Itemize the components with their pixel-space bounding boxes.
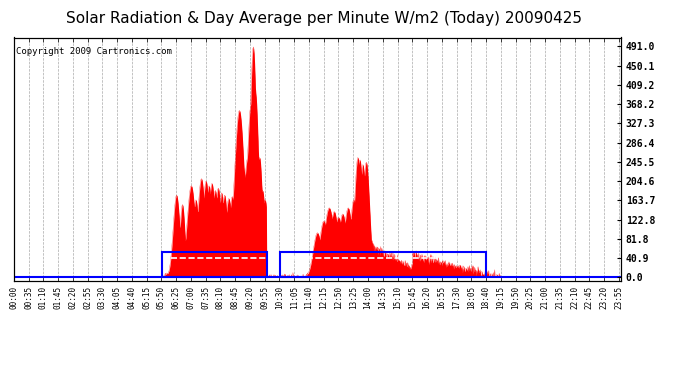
Text: Copyright 2009 Cartronics.com: Copyright 2009 Cartronics.com [16,47,172,56]
Bar [280,252,486,278]
Text: Solar Radiation & Day Average per Minute W/m2 (Today) 20090425: Solar Radiation & Day Average per Minute… [66,11,582,26]
Bar [162,252,267,278]
